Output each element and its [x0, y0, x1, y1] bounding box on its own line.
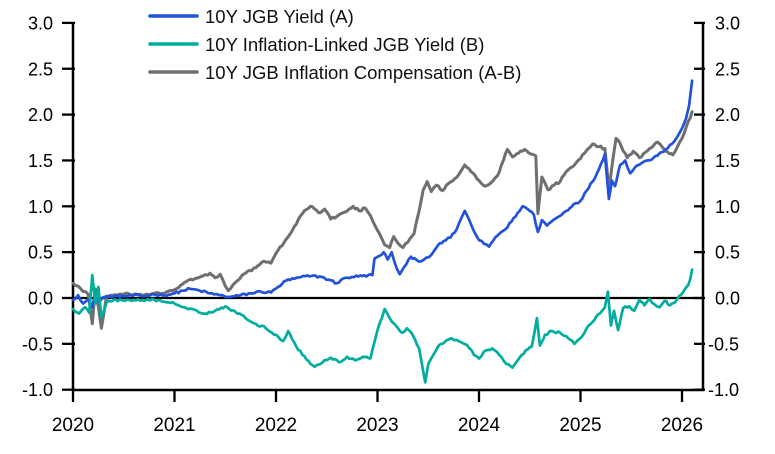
series-line-teal — [71, 268, 694, 384]
legend-item: 10Y Inflation-Linked JGB Yield (B) — [148, 34, 484, 55]
y-axis-label-right: 0.0 — [715, 289, 740, 309]
y-axis-label-right: -0.5 — [708, 334, 739, 354]
series-line-blue — [71, 79, 694, 309]
y-axis-label-right: 1.5 — [715, 151, 740, 171]
y-axis-label-left: 0.0 — [28, 289, 53, 309]
y-axis-label-left: -0.5 — [22, 334, 53, 354]
series-line-gray — [71, 110, 694, 330]
legend-label-inflation-linked-yield: 10Y Inflation-Linked JGB Yield (B) — [205, 34, 484, 55]
legend-item: 10Y JGB Inflation Compensation (A-B) — [148, 62, 521, 83]
y-axis-label-left: 1.5 — [28, 151, 53, 171]
y-axis-label-right: 2.5 — [715, 59, 740, 79]
y-axis-label-left: 1.0 — [28, 197, 53, 217]
x-axis-label: 2020 — [52, 415, 94, 436]
y-axis-label-right: 1.0 — [715, 197, 740, 217]
y-axis-label-left: -1.0 — [22, 380, 53, 400]
legend: 10Y JGB Yield (A) 10Y Inflation-Linked J… — [148, 6, 521, 83]
series-lines — [71, 79, 694, 384]
y-axis-label-left: 0.5 — [28, 243, 53, 263]
legend-item: 10Y JGB Yield (A) — [148, 6, 354, 27]
legend-label-jgb-yield: 10Y JGB Yield (A) — [205, 6, 354, 27]
x-axis-label: 2024 — [458, 415, 501, 436]
y-axis-label-left: 3.0 — [28, 13, 53, 33]
y-axis-label-right: 2.0 — [715, 105, 740, 125]
legend-label-inflation-compensation: 10Y JGB Inflation Compensation (A-B) — [205, 62, 521, 83]
y-axis-label-left: 2.0 — [28, 105, 53, 125]
x-axis-label: 2021 — [153, 415, 195, 436]
x-axis-label: 2026 — [661, 415, 703, 436]
y-axis-label-left: 2.5 — [28, 59, 53, 79]
y-axis-label-right: 0.5 — [715, 243, 740, 263]
x-axis-label: 2025 — [559, 415, 601, 436]
y-axis-label-right: -1.0 — [708, 380, 739, 400]
axes: 3.0 2.5 2.0 1.5 1.0 0.5 0.0 -0.5 -1.0 3.0 2.5 2.0 1.… — [22, 13, 740, 436]
x-axis-label: 2023 — [356, 415, 398, 436]
x-axis-label: 2022 — [255, 415, 297, 436]
y-axis-label-right: 3.0 — [715, 13, 740, 33]
